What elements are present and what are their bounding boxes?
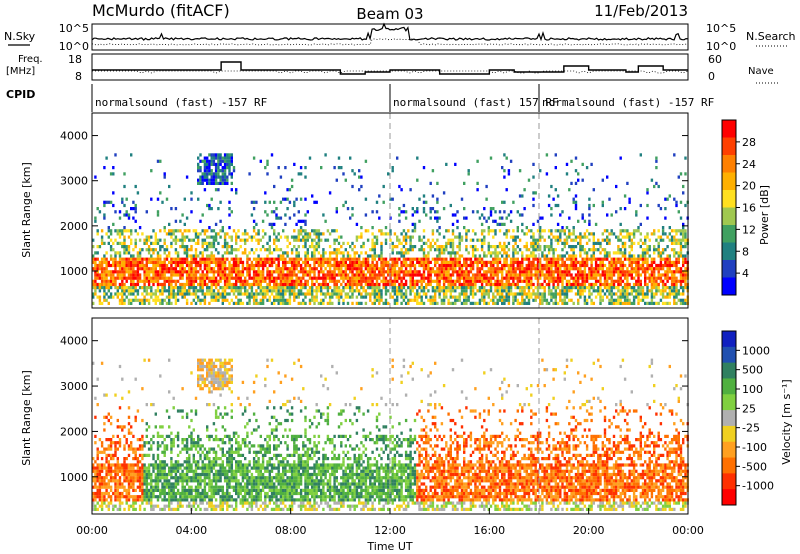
colorbar-tick-label: 28 xyxy=(742,136,756,149)
velocity-colorbar-label: Velocity [m s⁻¹] xyxy=(780,379,793,464)
colorbar-swatch xyxy=(722,331,736,348)
colorbar-swatch xyxy=(722,346,736,364)
colorbar-tick-label: 8 xyxy=(742,245,749,258)
cpid-strip: CPID normalsound (fast) -157 RF normalsou… xyxy=(6,84,714,112)
power-ylabel: Slant Range [km] xyxy=(20,162,33,258)
colorbar-tick-label: 500 xyxy=(742,364,763,377)
colorbar-tick-label: 20 xyxy=(742,180,756,193)
colorbar-tick-label: 4 xyxy=(742,267,749,280)
power-panel: 1000 2000 3000 4000 Slant Range [km] 28 24 20… xyxy=(20,112,771,309)
colorbar-swatch xyxy=(722,489,736,506)
y-tick-label: 3000 xyxy=(60,380,88,393)
colorbar-tick-label: -1000 xyxy=(742,480,774,493)
velocity-scatter xyxy=(92,318,689,514)
velocity-ylabel: Slant Range [km] xyxy=(20,370,33,466)
beam-title: Beam 03 xyxy=(356,5,423,23)
power-colorbar-label: Power [dB] xyxy=(758,185,771,245)
x-axis-label: Time UT xyxy=(366,540,412,553)
x-tick-label: 20:00 xyxy=(573,524,605,537)
colorbar-tick-label: 16 xyxy=(742,202,756,215)
date-title: 11/Feb/2013 xyxy=(594,2,688,20)
colorbar-tick-label: -100 xyxy=(742,441,767,454)
freq-left-tick-top: 18 xyxy=(68,53,82,66)
y-tick-label: 1000 xyxy=(60,471,88,484)
freq-panel: Freq. [MHz] 18 8 60 0 Nave xyxy=(6,53,778,84)
x-tick-label: 08:00 xyxy=(275,524,307,537)
colorbar-tick-label: -500 xyxy=(742,460,767,473)
colorbar-swatch xyxy=(722,410,736,427)
noise-left-label: N.Sky xyxy=(4,30,36,43)
colorbar-swatch xyxy=(722,120,736,138)
colorbar-swatch xyxy=(722,473,736,490)
power-scatter xyxy=(92,113,689,308)
freq-right-tick-top: 60 xyxy=(708,53,722,66)
y-tick-label: 4000 xyxy=(60,130,88,143)
colorbar-swatch xyxy=(722,242,736,261)
colorbar-swatch xyxy=(722,172,736,191)
y-tick-label: 2000 xyxy=(60,425,88,438)
x-tick-label: 16:00 xyxy=(473,524,505,537)
colorbar-tick-label: 24 xyxy=(742,158,756,171)
noise-right-tick-top: 10^5 xyxy=(706,22,736,35)
colorbar-swatch xyxy=(722,457,736,474)
nave-label: Nave xyxy=(748,66,774,77)
colorbar-swatch xyxy=(722,190,736,208)
noise-panel-frame xyxy=(91,23,689,51)
power-panel-frame xyxy=(91,112,689,309)
cpid-segment-label: normalsound (fast) -157 RF xyxy=(95,96,267,109)
y-tick-label: 1000 xyxy=(60,265,88,278)
colorbar-swatch xyxy=(722,277,736,296)
y-tick-label: 4000 xyxy=(60,335,88,348)
freq-left-label-2: [MHz] xyxy=(6,66,35,77)
colorbar-frame xyxy=(721,330,737,506)
colorbar-swatch xyxy=(722,362,736,379)
x-tick-label: 00:00 xyxy=(672,524,704,537)
colorbar-swatch xyxy=(722,155,736,173)
colorbar-swatch xyxy=(722,425,736,443)
cpid-segment-label: normalsound (fast) -157 RF xyxy=(542,96,714,109)
noise-right-label: N.Search xyxy=(746,30,796,43)
noise-left-tick-bottom: 10^0 xyxy=(59,40,89,53)
cpid-segment-label: normalsound (fast) 157 RF xyxy=(393,96,559,109)
x-tick-label: 04:00 xyxy=(175,524,207,537)
freq-left-tick-bottom: 8 xyxy=(75,70,82,83)
colorbar-tick-label: 1000 xyxy=(742,344,770,357)
y-tick-label: 2000 xyxy=(60,220,88,233)
colorbar-tick-label: -25 xyxy=(742,422,760,435)
freq-right-tick-bottom: 0 xyxy=(708,70,715,83)
freq-panel-frame xyxy=(91,53,689,81)
noise-right-tick-bottom: 10^0 xyxy=(706,40,736,53)
colorbar-swatch xyxy=(722,378,736,395)
colorbar-swatch xyxy=(722,137,736,156)
colorbar-swatch xyxy=(722,260,736,278)
noise-panel: N.Sky 10^5 10^0 10^5 10^0 N.Search xyxy=(4,22,796,53)
x-tick-label: 12:00 xyxy=(374,524,406,537)
freq-left-label-1: Freq. xyxy=(18,54,43,65)
freq-line xyxy=(92,61,688,75)
colorbar-swatch xyxy=(722,394,736,411)
velocity-panel: 1000 2000 3000 4000 Slant Range [km] 1000 50… xyxy=(20,317,793,553)
colorbar-tick-label: 12 xyxy=(742,223,756,236)
colorbar-swatch xyxy=(722,207,736,226)
cpid-label: CPID xyxy=(6,88,35,101)
noise-left-tick-top: 10^5 xyxy=(59,22,89,35)
colorbar-tick-label: 100 xyxy=(742,383,763,396)
colorbar-swatch xyxy=(722,441,736,459)
noise-search-line xyxy=(91,38,689,46)
y-tick-label: 3000 xyxy=(60,175,88,188)
colorbar-swatch xyxy=(722,225,736,243)
station-title: McMurdo (fitACF) xyxy=(92,1,230,20)
noise-sky-line xyxy=(91,22,689,42)
x-tick-label: 00:00 xyxy=(76,524,108,537)
colorbar-tick-label: 25 xyxy=(742,402,756,415)
